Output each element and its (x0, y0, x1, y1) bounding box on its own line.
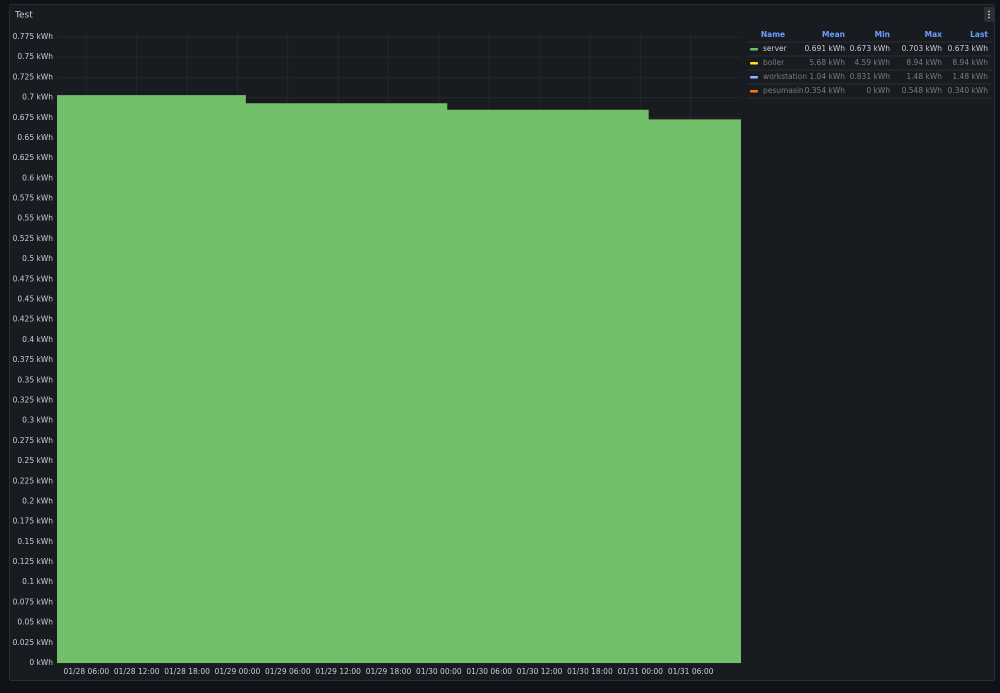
y-tick-label: 0.775 kWh (13, 32, 54, 41)
y-tick-label: 0.525 kWh (13, 234, 54, 243)
x-tick-label: 01/31 06:00 (668, 667, 714, 676)
legend-stat: 0.548 kWh (902, 86, 943, 95)
x-tick-label: 01/30 18:00 (567, 667, 613, 676)
legend-swatch[interactable] (750, 62, 758, 65)
legend-header: Name (761, 30, 785, 39)
y-tick-label: 0.275 kWh (13, 436, 54, 445)
y-tick-label: 0.725 kWh (13, 72, 54, 81)
y-tick-label: 0.425 kWh (13, 315, 54, 324)
y-tick-label: 0.2 kWh (22, 496, 53, 505)
y-tick-label: 0.375 kWh (13, 355, 54, 364)
y-tick-label: 0.675 kWh (13, 113, 54, 122)
legend-name[interactable]: server (763, 44, 788, 53)
legend-name[interactable]: pesumasin (763, 86, 804, 95)
x-tick-label: 01/28 12:00 (114, 667, 160, 676)
y-tick-label: 0.7 kWh (22, 93, 53, 102)
x-tick-label: 01/29 12:00 (315, 667, 361, 676)
y-tick-label: 0.15 kWh (17, 537, 53, 546)
y-tick-label: 0.3 kWh (22, 416, 53, 425)
y-tick-label: 0.5 kWh (22, 254, 53, 263)
y-tick-label: 0.1 kWh (22, 577, 53, 586)
y-tick-label: 0.175 kWh (13, 517, 54, 526)
y-tick-label: 0.05 kWh (17, 618, 53, 627)
legend-stat: 1.04 kWh (809, 72, 845, 81)
y-tick-label: 0.6 kWh (22, 173, 53, 182)
legend-stat: 0.691 kWh (805, 44, 846, 53)
menu-icon[interactable] (988, 10, 990, 19)
y-tick-label: 0.75 kWh (17, 52, 53, 61)
legend-stat: 0.673 kWh (850, 44, 891, 53)
legend-header: Min (875, 30, 890, 39)
legend-stat: 1.48 kWh (906, 72, 942, 81)
legend-stat: 0.703 kWh (902, 44, 943, 53)
y-tick-label: 0.65 kWh (17, 133, 53, 142)
legend-stat: 0.354 kWh (805, 86, 846, 95)
y-tick-label: 0.55 kWh (17, 214, 53, 223)
legend-stat: 5.68 kWh (809, 58, 845, 67)
legend-header: Last (970, 30, 988, 39)
y-tick-label: 0.625 kWh (13, 153, 54, 162)
x-tick-label: 01/29 00:00 (215, 667, 261, 676)
y-tick-label: 0.575 kWh (13, 194, 54, 203)
y-tick-label: 0.025 kWh (13, 638, 54, 647)
legend-name[interactable]: workstation (763, 72, 807, 81)
legend-stat: 0.340 kWh (948, 86, 989, 95)
x-tick-label: 01/30 06:00 (466, 667, 512, 676)
legend-stat: 8.94 kWh (952, 58, 988, 67)
y-tick-label: 0.125 kWh (13, 557, 54, 566)
legend-stat: 8.94 kWh (906, 58, 942, 67)
legend-stat: 0.831 kWh (850, 72, 891, 81)
legend-stat: 0.673 kWh (948, 44, 989, 53)
y-tick-label: 0.075 kWh (13, 597, 54, 606)
legend-swatch[interactable] (750, 48, 758, 51)
x-tick-label: 01/29 06:00 (265, 667, 311, 676)
legend-stat: 4.59 kWh (854, 58, 890, 67)
x-tick-label: 01/28 06:00 (64, 667, 110, 676)
x-tick-label: 01/29 18:00 (366, 667, 412, 676)
legend-stat: 0 kWh (866, 86, 890, 95)
legend-swatch[interactable] (750, 76, 758, 79)
y-tick-label: 0.4 kWh (22, 335, 53, 344)
legend-name[interactable]: boiler (763, 58, 785, 67)
legend-stat: 1.48 kWh (952, 72, 988, 81)
y-tick-label: 0.25 kWh (17, 456, 53, 465)
legend-header: Mean (822, 30, 845, 39)
legend-swatch[interactable] (750, 90, 758, 93)
y-tick-label: 0.35 kWh (17, 375, 53, 384)
y-tick-label: 0.225 kWh (13, 476, 54, 485)
y-tick-label: 0 kWh (29, 658, 53, 667)
y-tick-label: 0.45 kWh (17, 295, 53, 304)
x-tick-label: 01/31 00:00 (617, 667, 663, 676)
legend-header: Max (925, 30, 943, 39)
series-area (57, 95, 741, 664)
x-tick-label: 01/30 12:00 (517, 667, 563, 676)
x-tick-label: 01/28 18:00 (164, 667, 210, 676)
y-tick-label: 0.475 kWh (13, 274, 54, 283)
y-tick-label: 0.325 kWh (13, 395, 54, 404)
x-tick-label: 01/30 00:00 (416, 667, 462, 676)
panel-title: Test (14, 11, 33, 21)
